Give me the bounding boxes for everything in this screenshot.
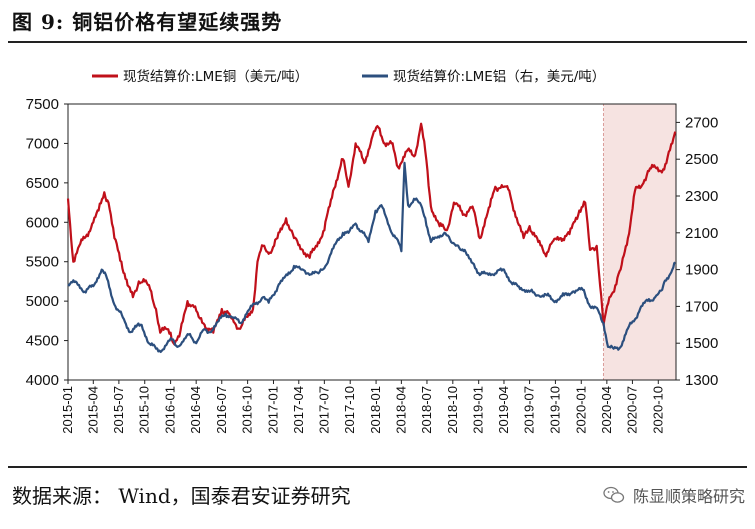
watermark: 陈显顺策略研究 [603, 483, 745, 507]
x-tick-label: 2016-10 [240, 386, 255, 434]
y-left-tick-label: 7500 [26, 96, 59, 113]
x-tick-label: 2017-01 [265, 386, 280, 434]
chart: 现货结算价:LME铜（美元/吨） 现货结算价:LME铝（右，美元/吨） 4000 4… [26, 68, 719, 434]
x-tick-label: 2020-07 [624, 386, 639, 434]
y-right-tick-label: 2500 [685, 151, 718, 168]
highlight-region [602, 103, 677, 381]
source-rule [8, 466, 747, 468]
x-tick-label: 2017-07 [316, 386, 331, 434]
y-left-tick-label: 6500 [26, 175, 59, 192]
x-tick-label: 2016-04 [188, 386, 203, 434]
y-left-tick-label: 7000 [26, 135, 59, 152]
x-tick-label: 2015-07 [111, 386, 126, 434]
x-tick-label: 2020-10 [650, 386, 665, 434]
watermark-text: 陈显顺策略研究 [632, 487, 745, 506]
y-left-tick-label: 4000 [26, 372, 59, 389]
x-tick-label: 2019-07 [522, 386, 537, 434]
series-line-1 [66, 122, 677, 346]
x-tick-label: 2018-01 [368, 386, 383, 434]
y-right-tick-label: 1900 [685, 262, 718, 279]
x-tick-label: 2016-01 [163, 386, 178, 434]
x-tick-label: 2016-07 [214, 386, 229, 434]
x-tick-label: 2015-01 [60, 386, 75, 434]
x-tick-label: 2017-10 [342, 386, 357, 434]
x-tick-label: 2018-10 [445, 386, 460, 434]
x-tick-label: 2015-10 [137, 386, 152, 434]
y-right-tick-label: 2700 [685, 114, 718, 131]
y-left-tick-label: 5000 [26, 293, 59, 310]
x-tick-label: 2020-01 [573, 386, 588, 434]
legend-label-2: 现货结算价:LME铝（右，美元/吨） [393, 68, 605, 85]
x-tick-label: 2019-01 [471, 386, 486, 434]
y-left-tick-label: 4500 [26, 333, 59, 350]
x-tick-label: 2020-04 [599, 386, 614, 434]
source-note: 数据来源： Wind，国泰君安证券研究 [12, 484, 351, 508]
wechat-icon [603, 486, 625, 503]
y-right-tick-label: 1700 [685, 298, 718, 315]
x-tick-label: 2017-04 [291, 386, 306, 434]
series-line-2 [67, 161, 677, 353]
legend: 现货结算价:LME铜（美元/吨） 现货结算价:LME铝（右，美元/吨） [92, 68, 605, 85]
y-right-tick-label: 2100 [685, 225, 718, 242]
y-right-tick-label: 1500 [685, 335, 718, 352]
x-tick-label: 2015-04 [85, 386, 100, 434]
y-right-tick-label: 1300 [685, 372, 718, 389]
x-tick-label: 2019-10 [547, 386, 562, 434]
y-right-tick-label: 2300 [685, 188, 718, 205]
plot-frame [67, 103, 677, 381]
figure-title: 图 9: 铜铝价格有望延续强势 [12, 10, 283, 34]
y-left-tick-label: 5500 [26, 254, 59, 271]
x-tick-label: 2018-07 [419, 386, 434, 434]
x-tick-label: 2019-04 [496, 386, 511, 434]
title-rule [8, 41, 747, 43]
x-tick-label: 2018-04 [393, 386, 408, 434]
y-left-tick-label: 6000 [26, 214, 59, 231]
legend-label-1: 现货结算价:LME铜（美元/吨） [123, 68, 308, 85]
